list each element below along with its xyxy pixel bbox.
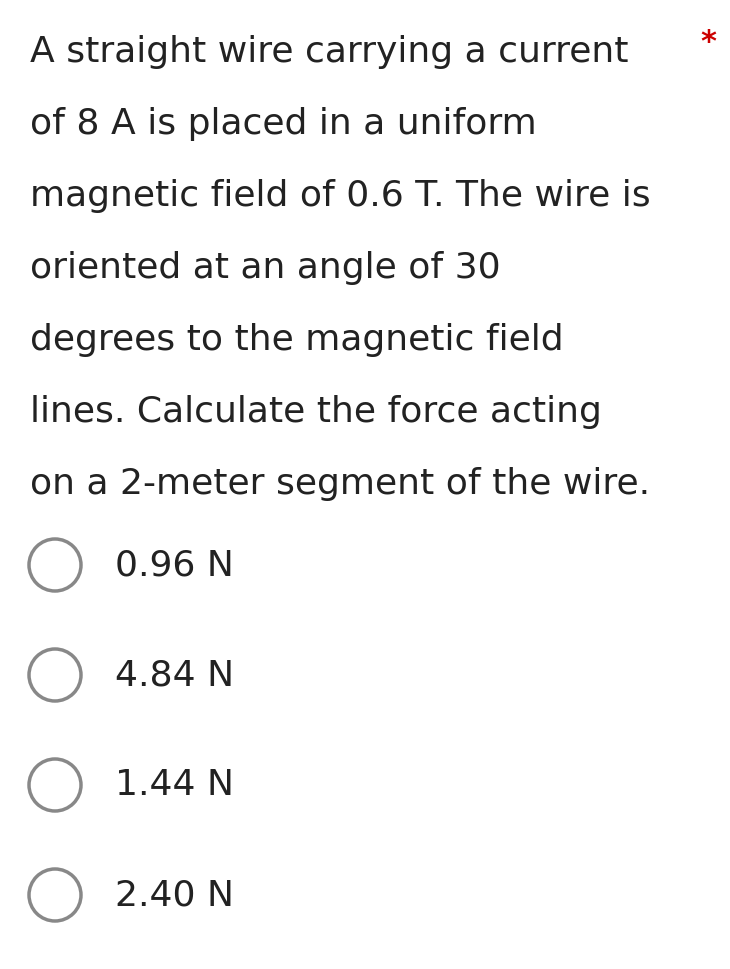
Text: lines. Calculate the force acting: lines. Calculate the force acting — [30, 395, 602, 429]
Text: A straight wire carrying a current: A straight wire carrying a current — [30, 35, 629, 69]
Text: oriented at an angle of 30: oriented at an angle of 30 — [30, 251, 501, 285]
Text: 0.96 N: 0.96 N — [115, 548, 234, 582]
Text: 1.44 N: 1.44 N — [115, 768, 234, 802]
Text: of 8 A is placed in a uniform: of 8 A is placed in a uniform — [30, 107, 537, 141]
Text: magnetic field of 0.6 T. The wire is: magnetic field of 0.6 T. The wire is — [30, 179, 650, 213]
Text: on a 2-meter segment of the wire.: on a 2-meter segment of the wire. — [30, 467, 650, 501]
Text: 4.84 N: 4.84 N — [115, 658, 234, 692]
Text: 2.40 N: 2.40 N — [115, 878, 234, 912]
Text: degrees to the magnetic field: degrees to the magnetic field — [30, 323, 564, 357]
Text: *: * — [700, 28, 716, 57]
